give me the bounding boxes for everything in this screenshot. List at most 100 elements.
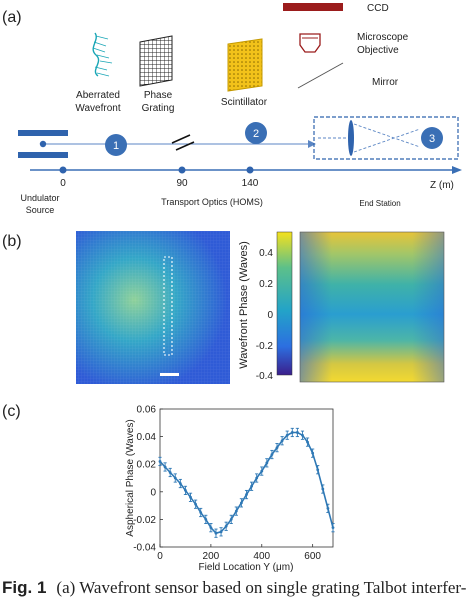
homs-mirrors-icon — [171, 134, 195, 151]
mirror-icon — [297, 62, 344, 89]
data-point — [158, 460, 162, 463]
panel-c-label: (c) — [2, 403, 21, 420]
caption-text: (a) Wavefront sensor based on single gra… — [56, 578, 467, 597]
undulator-magnet-bottom — [18, 152, 68, 158]
data-point — [245, 493, 248, 496]
objective-lens-icon — [348, 120, 354, 156]
panel-a: (a) CCD Microscope Objective Mirror Aber… — [2, 3, 462, 215]
phase-colorbar — [276, 231, 293, 376]
x-tick-label: 600 — [304, 551, 321, 562]
grating-label-line2: Grating — [142, 103, 175, 114]
data-point — [194, 502, 198, 506]
colorbar-tick-minus-0.4: -0.4 — [256, 371, 274, 382]
x-tick-label: 200 — [203, 551, 220, 562]
ccd-label: CCD — [367, 3, 389, 14]
data-point — [250, 484, 253, 488]
transport-optics-label: Transport Optics (HOMS) — [161, 197, 263, 207]
data-point — [301, 433, 304, 437]
data-point — [255, 476, 259, 480]
grating-label-line1: Phase — [144, 90, 173, 101]
focusing-rays — [318, 123, 421, 153]
y-tick-label: -0.02 — [133, 515, 156, 526]
stage-2-marker — [245, 122, 267, 144]
ccd-icon — [283, 3, 343, 11]
beam-arrowhead — [308, 140, 316, 148]
x-axis-ticks: 0 200 400 600 — [157, 544, 321, 562]
data-point — [209, 526, 213, 530]
scintillator-label: Scintillator — [221, 97, 268, 108]
data-point — [168, 471, 172, 474]
panel-b: (b) 0.4 0.2 0 -0.2 -0.4 Wavefront Phase … — [2, 231, 445, 384]
objective-label-line1: Microscope — [357, 32, 409, 43]
figure-number: Fig. 1 — [2, 578, 47, 597]
stage-2-number: 2 — [253, 128, 259, 140]
x-tick-label: 0 — [157, 551, 163, 562]
phase-grating-icon — [139, 35, 173, 87]
colorbar-tick-minus-0.2: -0.2 — [256, 341, 274, 352]
colorbar-label: Wavefront Phase (Waves) — [238, 241, 250, 369]
data-point — [173, 476, 177, 480]
panel-c: (c) -0.04 -0.02 0 0.02 0.04 0.06 0 200 400 600 F… — [2, 403, 335, 573]
data-point — [275, 446, 279, 450]
end-station-box — [313, 116, 459, 160]
y-tick-label: -0.04 — [133, 543, 156, 554]
series-line — [159, 431, 334, 535]
panel-b-label: (b) — [2, 233, 22, 250]
data-point — [229, 518, 233, 521]
z-tick-label-140: 140 — [242, 178, 259, 189]
wavefront-phase-map — [299, 231, 445, 383]
z-axis-arrowhead — [452, 166, 462, 174]
colorbar-tick-0.4: 0.4 — [259, 248, 273, 259]
data-point — [265, 461, 269, 465]
data-point — [163, 465, 167, 469]
colorbar-tick-0.2: 0.2 — [259, 279, 273, 290]
data-point — [219, 530, 223, 534]
interferogram-image — [76, 231, 230, 384]
z-tick-marker-0 — [59, 166, 67, 174]
undulator-source-dot — [39, 140, 47, 148]
undulator-source-label-line2: Source — [26, 205, 55, 215]
y-tick-label: 0.06 — [137, 405, 157, 416]
y-tick-label: 0.04 — [137, 432, 157, 443]
data-point — [280, 439, 284, 443]
data-point — [260, 469, 264, 473]
undulator-source-label-line1: Undulator — [20, 193, 59, 203]
mirror-label: Mirror — [372, 77, 399, 88]
analysis-strip-marker — [163, 256, 173, 356]
x-tick-label: 400 — [253, 551, 270, 562]
data-point — [306, 440, 309, 444]
data-point — [184, 489, 187, 492]
z-tick-marker-140 — [246, 166, 254, 174]
z-tick-label-0: 0 — [60, 178, 66, 189]
data-point — [234, 509, 238, 513]
y-tick-label: 0.02 — [137, 460, 157, 471]
objective-label-line2: Objective — [357, 45, 399, 56]
data-point — [311, 451, 315, 455]
wavefront-label-line1: Aberrated — [76, 90, 120, 101]
scale-bar — [160, 373, 179, 376]
z-tick-marker-90 — [178, 166, 186, 174]
data-point — [240, 501, 243, 505]
stage-3-marker — [421, 127, 443, 149]
data-point — [290, 431, 294, 434]
data-point — [285, 433, 289, 437]
undulator-magnet-top — [18, 130, 68, 136]
data-point — [321, 487, 325, 491]
data-point — [270, 453, 274, 456]
aberrated-wavefront-icon — [92, 32, 113, 77]
data-point — [199, 511, 203, 514]
data-point — [295, 431, 299, 434]
scintillator-icon — [227, 38, 263, 92]
aspherical-phase-chart: -0.04 -0.02 0 0.02 0.04 0.06 0 200 400 600 Field… — [125, 405, 335, 573]
wavefront-label-line2: Wavefront — [75, 103, 120, 114]
data-point — [178, 482, 182, 485]
data-point — [316, 468, 320, 472]
stage-3-number: 3 — [429, 133, 435, 145]
microscope-objective-icon — [299, 33, 321, 53]
y-axis-ticks: -0.04 -0.02 0 0.02 0.04 0.06 — [133, 405, 163, 554]
x-axis-label: Field Location Y (μm) — [199, 562, 294, 573]
stage-1-marker — [105, 134, 127, 156]
end-station-label: End Station — [359, 199, 400, 208]
figure-caption: Fig. 1 (a) Wavefront sensor based on sing… — [2, 578, 474, 597]
